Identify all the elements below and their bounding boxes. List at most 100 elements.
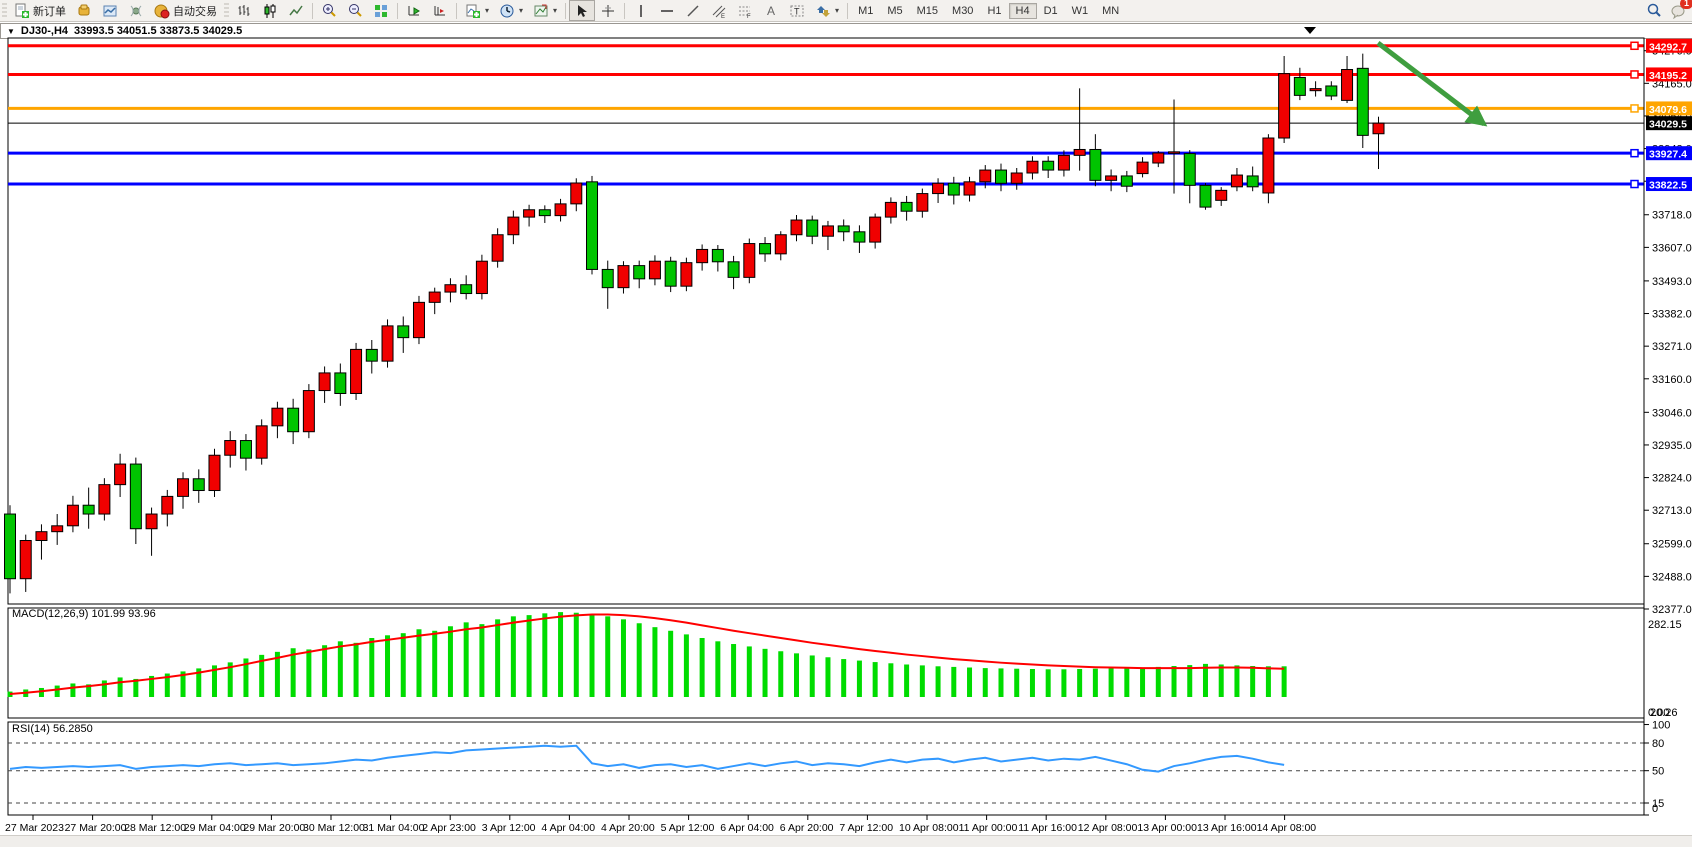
candle-body	[586, 181, 599, 270]
macd-histogram-bar	[54, 685, 60, 697]
timeframe-h4-button[interactable]: H4	[1008, 2, 1037, 19]
price-badge	[1646, 116, 1692, 131]
macd-histogram-bar	[227, 662, 233, 697]
chart-window-icon	[102, 3, 118, 19]
level-line-handle[interactable]	[1630, 148, 1639, 158]
timeframe-m5-button[interactable]: M5	[887, 4, 903, 17]
price-tick-label: 32713.0	[1652, 505, 1692, 517]
price-axis[interactable]: 34276.034165.034054.033943.033832.033718…	[1643, 38, 1692, 816]
cursor-icon	[574, 3, 590, 19]
macd-histogram-bar	[369, 638, 375, 697]
shapes-tool-button[interactable]: ▾	[810, 0, 844, 21]
periods-button[interactable]: ▾	[494, 0, 528, 21]
macd-histogram-bar	[746, 646, 752, 697]
signal-button[interactable]	[123, 0, 149, 21]
candlestick-chart-button[interactable]	[257, 0, 283, 21]
time-label: 6 Apr 20:00	[780, 822, 834, 834]
time-label: 13 Apr 00:00	[1137, 822, 1197, 834]
collapse-triangle-icon[interactable]: ▼	[7, 26, 15, 36]
horizontal-line-icon	[659, 3, 675, 19]
templates-button[interactable]: ▾	[528, 0, 562, 21]
chart-window-button[interactable]	[97, 0, 123, 21]
text-label-icon: T	[789, 3, 805, 19]
candle-body	[711, 248, 724, 263]
candle-body	[680, 262, 693, 287]
timeframe-mn-button[interactable]: MN	[1102, 4, 1120, 17]
candle-body	[759, 243, 772, 255]
candle-body	[1010, 172, 1023, 184]
toolbar-grip[interactable]	[2, 2, 7, 19]
zoom-out-button[interactable]	[342, 0, 368, 21]
rsi-axis-label: 100	[1652, 720, 1670, 732]
level-line-handle[interactable]	[1630, 104, 1639, 113]
candle-body	[1168, 151, 1181, 154]
timeframe-w1-button[interactable]: W1	[1071, 4, 1089, 17]
notifications-icon[interactable]: 1	[1670, 0, 1692, 19]
indicators-button[interactable]: ▾	[460, 0, 494, 21]
macd-histogram-bar	[1265, 666, 1271, 697]
trendline-tool-button[interactable]	[680, 0, 706, 21]
text-tool-button[interactable]: A	[758, 0, 784, 21]
macd-axis-max-label: 282.15	[1648, 619, 1682, 631]
tile-windows-button[interactable]	[368, 0, 394, 21]
fibonacci-tool-button[interactable]: F	[732, 0, 758, 21]
candle-body	[302, 390, 315, 433]
label-tool-button[interactable]: T	[784, 0, 810, 21]
bar-chart-button[interactable]	[231, 0, 257, 21]
chart-shift-button[interactable]	[427, 0, 453, 21]
level-line-handle[interactable]	[1630, 179, 1639, 189]
bar-shift-marker-icon[interactable]	[1304, 27, 1316, 34]
macd-histogram-bar	[919, 665, 925, 697]
level-line-handle[interactable]	[1630, 70, 1639, 79]
candles	[4, 53, 1385, 594]
time-label: 5 Apr 12:00	[661, 822, 715, 834]
horizontal-line-tool-button[interactable]	[654, 0, 680, 21]
auto-scroll-button[interactable]	[401, 0, 427, 21]
channel-tool-button[interactable]: E	[706, 0, 732, 21]
macd-histogram-bar	[38, 687, 44, 697]
zoom-in-icon	[321, 3, 337, 19]
time-label: 2 Apr 23:00	[422, 822, 476, 834]
autotrade-button[interactable]: 自动交易	[149, 0, 222, 21]
candle-body	[1183, 153, 1196, 186]
timeframe-m30-button[interactable]: M30	[952, 4, 974, 17]
macd-histogram-bar	[1155, 666, 1161, 697]
candle-body	[271, 407, 284, 427]
macd-histogram-bar	[400, 633, 406, 697]
time-label: 30 Mar 12:00	[303, 822, 365, 834]
timeframe-d1-button[interactable]: D1	[1043, 4, 1058, 17]
timeframe-group: M1 M5 M15 M30 H1 H4 D1 W1 MN	[851, 2, 1126, 19]
main-chart-panel[interactable]	[7, 37, 1645, 605]
cursor-tool-button[interactable]	[569, 0, 596, 21]
rsi-indicator	[8, 742, 1644, 804]
candle-body	[1278, 73, 1291, 139]
line-chart-button[interactable]	[283, 0, 309, 21]
macd-histogram-bar	[809, 655, 815, 697]
time-label: 31 Mar 04:00	[363, 822, 425, 834]
level-line-handle[interactable]	[1630, 41, 1639, 51]
timeframe-h1-button[interactable]: H1	[987, 4, 1002, 17]
timeframe-m15-button[interactable]: M15	[916, 4, 939, 17]
toolbar-grip[interactable]	[224, 2, 229, 19]
candle-body	[1293, 76, 1306, 96]
rsi-panel[interactable]	[7, 721, 1645, 816]
macd-histogram-bar	[353, 642, 359, 697]
vertical-line-tool-button[interactable]	[628, 0, 654, 21]
timeframe-m1-button[interactable]: M1	[858, 4, 874, 17]
search-icon[interactable]	[1646, 3, 1662, 19]
candle-body	[869, 216, 882, 243]
zoom-in-button[interactable]	[316, 0, 342, 21]
candle-body	[491, 234, 504, 262]
macd-indicator	[7, 612, 1287, 697]
trend-arrow-annotation[interactable]	[1376, 41, 1488, 127]
candle-body	[224, 440, 237, 456]
crosshair-tool-button[interactable]	[595, 0, 621, 21]
macd-histogram-bar	[164, 673, 170, 697]
macd-histogram-bar	[825, 657, 831, 697]
candle-body	[114, 463, 127, 486]
rsi-axis-label: 50	[1652, 766, 1664, 778]
new-order-button[interactable]: 新订单	[9, 0, 71, 21]
market-watch-button[interactable]	[71, 0, 97, 21]
